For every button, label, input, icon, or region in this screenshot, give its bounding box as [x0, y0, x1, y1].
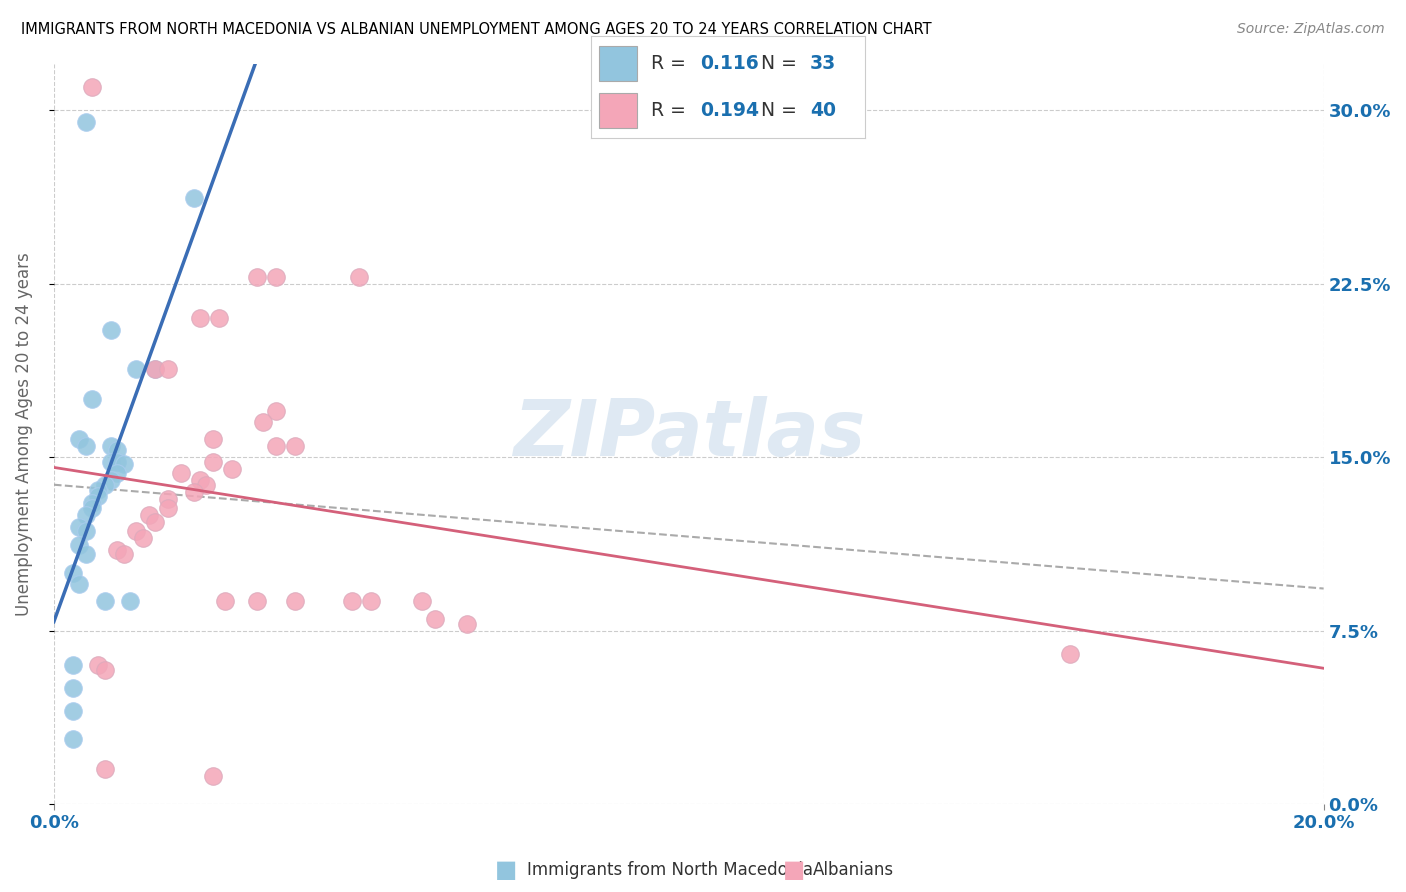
Point — [67, 577, 90, 591]
Point — [157, 501, 180, 516]
Point — [201, 455, 224, 469]
Point — [105, 455, 128, 469]
Text: Immigrants from North Macedonia: Immigrants from North Macedonia — [527, 861, 813, 879]
Point — [100, 439, 122, 453]
Point — [188, 473, 211, 487]
Bar — [599, 45, 637, 81]
Point — [188, 311, 211, 326]
Point — [93, 593, 115, 607]
Point — [1059, 647, 1081, 661]
Point — [87, 658, 110, 673]
Point — [118, 593, 141, 607]
Point — [264, 439, 287, 453]
Point — [456, 616, 478, 631]
Point — [246, 269, 269, 284]
Point — [342, 593, 364, 607]
Point — [157, 362, 180, 376]
Text: Source: ZipAtlas.com: Source: ZipAtlas.com — [1237, 22, 1385, 37]
Point — [100, 323, 122, 337]
Point — [145, 362, 167, 376]
Point — [138, 508, 160, 522]
Point — [80, 392, 103, 407]
Point — [411, 593, 433, 607]
Point — [183, 191, 205, 205]
Point — [132, 531, 155, 545]
Point — [183, 484, 205, 499]
Point — [360, 593, 382, 607]
Point — [75, 115, 97, 129]
Point — [246, 593, 269, 607]
Point — [157, 491, 180, 506]
Point — [214, 593, 236, 607]
Point — [75, 508, 97, 522]
Point — [93, 762, 115, 776]
Y-axis label: Unemployment Among Ages 20 to 24 years: Unemployment Among Ages 20 to 24 years — [15, 252, 32, 615]
Point — [201, 432, 224, 446]
Point — [100, 473, 122, 487]
Point — [145, 515, 167, 529]
Text: IMMIGRANTS FROM NORTH MACEDONIA VS ALBANIAN UNEMPLOYMENT AMONG AGES 20 TO 24 YEA: IMMIGRANTS FROM NORTH MACEDONIA VS ALBAN… — [21, 22, 932, 37]
Point — [221, 461, 243, 475]
Point — [62, 732, 84, 747]
Point — [62, 658, 84, 673]
Point — [80, 80, 103, 95]
Point — [67, 519, 90, 533]
Text: ZIPatlas: ZIPatlas — [513, 396, 865, 472]
Point — [284, 439, 307, 453]
Point — [252, 416, 274, 430]
Text: N =: N = — [761, 101, 803, 120]
Text: 0.116: 0.116 — [700, 54, 759, 73]
Point — [93, 478, 115, 492]
Text: N =: N = — [761, 54, 803, 73]
Point — [100, 455, 122, 469]
Point — [105, 467, 128, 481]
Point — [201, 769, 224, 783]
Text: ■: ■ — [495, 858, 517, 881]
Point — [347, 269, 370, 284]
Point — [125, 524, 148, 538]
Text: 0.194: 0.194 — [700, 101, 759, 120]
Point — [208, 311, 231, 326]
Point — [112, 547, 135, 561]
Point — [87, 483, 110, 497]
Point — [62, 681, 84, 696]
Text: R =: R = — [651, 54, 692, 73]
Point — [67, 538, 90, 552]
Point — [105, 443, 128, 458]
Bar — [599, 93, 637, 128]
Text: 33: 33 — [810, 54, 837, 73]
Point — [423, 612, 446, 626]
Point — [112, 457, 135, 471]
Point — [145, 362, 167, 376]
Point — [264, 404, 287, 418]
Point — [75, 439, 97, 453]
Point — [264, 269, 287, 284]
Point — [105, 542, 128, 557]
Point — [67, 432, 90, 446]
Point — [170, 467, 193, 481]
Point — [195, 478, 218, 492]
Point — [62, 566, 84, 580]
Point — [284, 593, 307, 607]
Point — [75, 524, 97, 538]
Text: ■: ■ — [783, 858, 806, 881]
Point — [80, 496, 103, 510]
Text: 40: 40 — [810, 101, 835, 120]
Point — [75, 547, 97, 561]
Point — [62, 705, 84, 719]
Text: Albanians: Albanians — [813, 861, 894, 879]
Point — [80, 501, 103, 516]
Point — [125, 362, 148, 376]
Point — [93, 663, 115, 677]
Text: R =: R = — [651, 101, 692, 120]
Point — [87, 490, 110, 504]
